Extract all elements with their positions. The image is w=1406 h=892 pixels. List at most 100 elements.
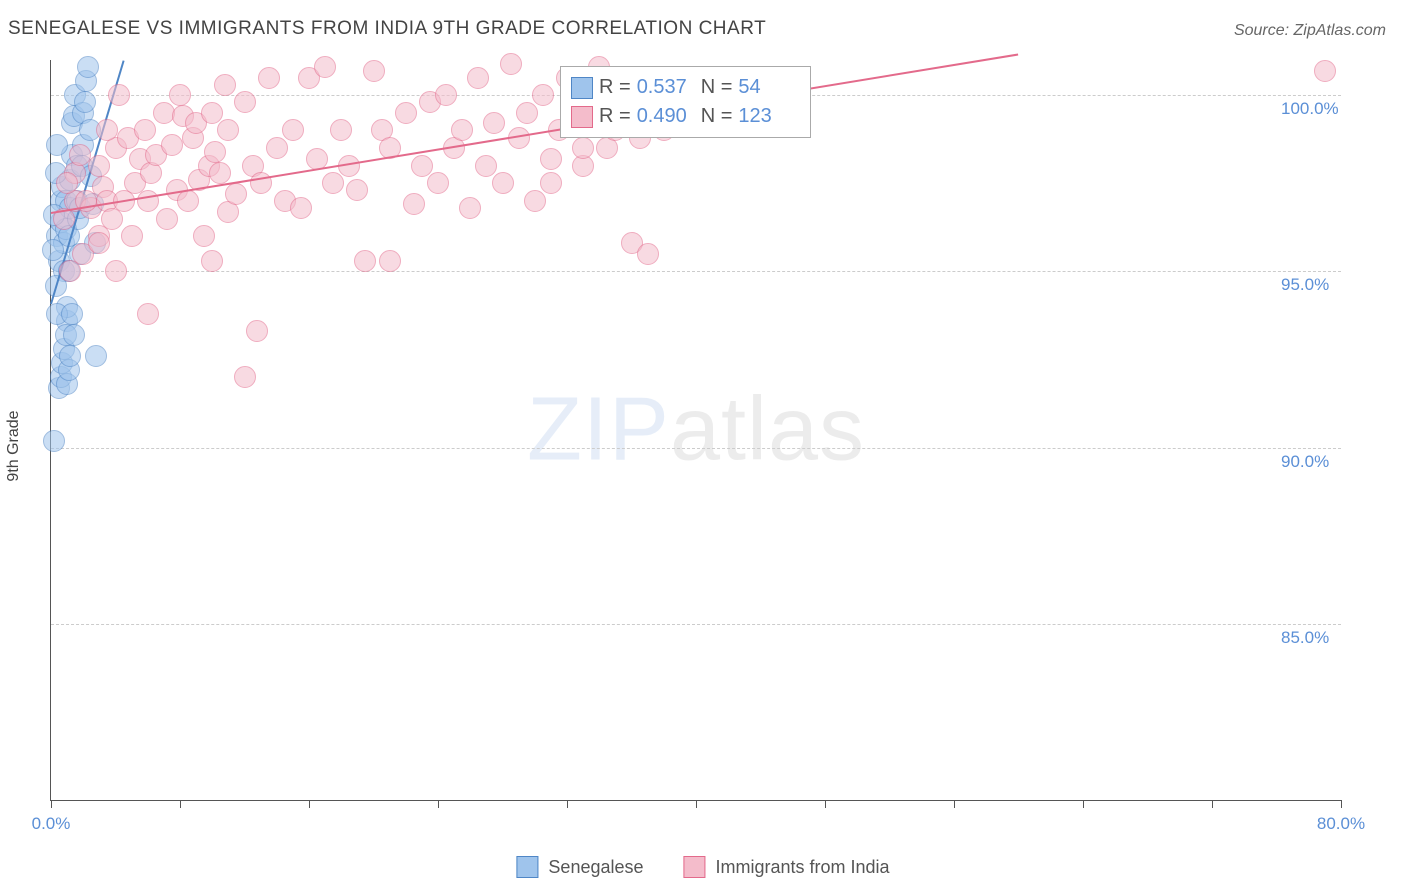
data-point <box>201 250 223 272</box>
watermark-bold: ZIP <box>527 380 670 480</box>
data-point <box>137 303 159 325</box>
data-point <box>177 190 199 212</box>
stats-legend-row: R =0.490N =123 <box>571 102 796 131</box>
legend-swatch <box>516 856 538 878</box>
data-point <box>540 148 562 170</box>
legend-r-label: R = <box>599 102 631 131</box>
watermark-thin: atlas <box>670 380 865 480</box>
data-point <box>201 102 223 124</box>
legend-r-value: 0.537 <box>637 73 695 102</box>
legend-n-value: 54 <box>738 73 796 102</box>
data-point <box>96 119 118 141</box>
stats-legend: R =0.537N =54R =0.490N =123 <box>560 66 811 138</box>
gridline <box>51 448 1341 449</box>
data-point <box>322 172 344 194</box>
legend-n-label: N = <box>701 102 733 131</box>
data-point <box>524 190 546 212</box>
y-tick-label: 100.0% <box>1281 99 1339 119</box>
x-tick <box>51 800 52 808</box>
x-tick-label: 80.0% <box>1317 814 1365 834</box>
data-point <box>42 239 64 261</box>
data-point <box>1314 60 1336 82</box>
data-point <box>59 260 81 282</box>
data-point <box>451 119 473 141</box>
data-point <box>290 197 312 219</box>
data-point <box>572 137 594 159</box>
data-point <box>282 119 304 141</box>
data-point <box>411 155 433 177</box>
stats-legend-row: R =0.537N =54 <box>571 73 796 102</box>
data-point <box>483 112 505 134</box>
data-point <box>121 225 143 247</box>
data-point <box>467 67 489 89</box>
series-legend: Senegalese Immigrants from India <box>516 856 889 878</box>
data-point <box>354 250 376 272</box>
data-point <box>46 134 68 156</box>
data-point <box>516 102 538 124</box>
data-point <box>63 324 85 346</box>
data-point <box>204 141 226 163</box>
data-point <box>540 172 562 194</box>
data-point <box>69 144 91 166</box>
data-point <box>427 172 449 194</box>
y-axis-title: 9th Grade <box>5 410 23 481</box>
legend-swatch <box>684 856 706 878</box>
data-point <box>500 53 522 75</box>
data-point <box>193 225 215 247</box>
data-point <box>88 232 110 254</box>
x-tick <box>567 800 568 808</box>
data-point <box>225 183 247 205</box>
y-tick-label: 90.0% <box>1281 452 1329 472</box>
legend-r-label: R = <box>599 73 631 102</box>
data-point <box>403 193 425 215</box>
gridline <box>51 624 1341 625</box>
data-point <box>214 74 236 96</box>
data-point <box>363 60 385 82</box>
legend-swatch <box>571 77 593 99</box>
data-point <box>379 250 401 272</box>
x-tick <box>1212 800 1213 808</box>
gridline <box>51 271 1341 272</box>
data-point <box>74 91 96 113</box>
x-tick <box>180 800 181 808</box>
legend-item: Senegalese <box>516 856 643 878</box>
data-point <box>85 345 107 367</box>
data-point <box>234 91 256 113</box>
data-point <box>43 430 65 452</box>
watermark: ZIPatlas <box>527 379 865 482</box>
data-point <box>161 134 183 156</box>
data-point <box>134 119 156 141</box>
data-point <box>61 303 83 325</box>
data-point <box>258 67 280 89</box>
x-tick <box>1083 800 1084 808</box>
x-tick <box>696 800 697 808</box>
x-tick <box>1341 800 1342 808</box>
data-point <box>637 243 659 265</box>
legend-n-label: N = <box>701 73 733 102</box>
data-point <box>56 172 78 194</box>
data-point <box>156 208 178 230</box>
x-tick-label: 0.0% <box>32 814 71 834</box>
data-point <box>246 320 268 342</box>
data-point <box>88 155 110 177</box>
data-point <box>105 260 127 282</box>
data-point <box>395 102 417 124</box>
plot-area: ZIPatlas 85.0%90.0%95.0%100.0%0.0%80.0% <box>50 60 1341 801</box>
data-point <box>77 56 99 78</box>
data-point <box>209 162 231 184</box>
data-point <box>532 84 554 106</box>
data-point <box>492 172 514 194</box>
data-point <box>108 84 130 106</box>
data-point <box>330 119 352 141</box>
x-tick <box>825 800 826 808</box>
legend-item: Immigrants from India <box>684 856 890 878</box>
data-point <box>435 84 457 106</box>
data-point <box>346 179 368 201</box>
x-tick <box>309 800 310 808</box>
x-tick <box>438 800 439 808</box>
data-point <box>459 197 481 219</box>
y-tick-label: 85.0% <box>1281 628 1329 648</box>
y-tick-label: 95.0% <box>1281 275 1329 295</box>
data-point <box>217 119 239 141</box>
data-point <box>314 56 336 78</box>
